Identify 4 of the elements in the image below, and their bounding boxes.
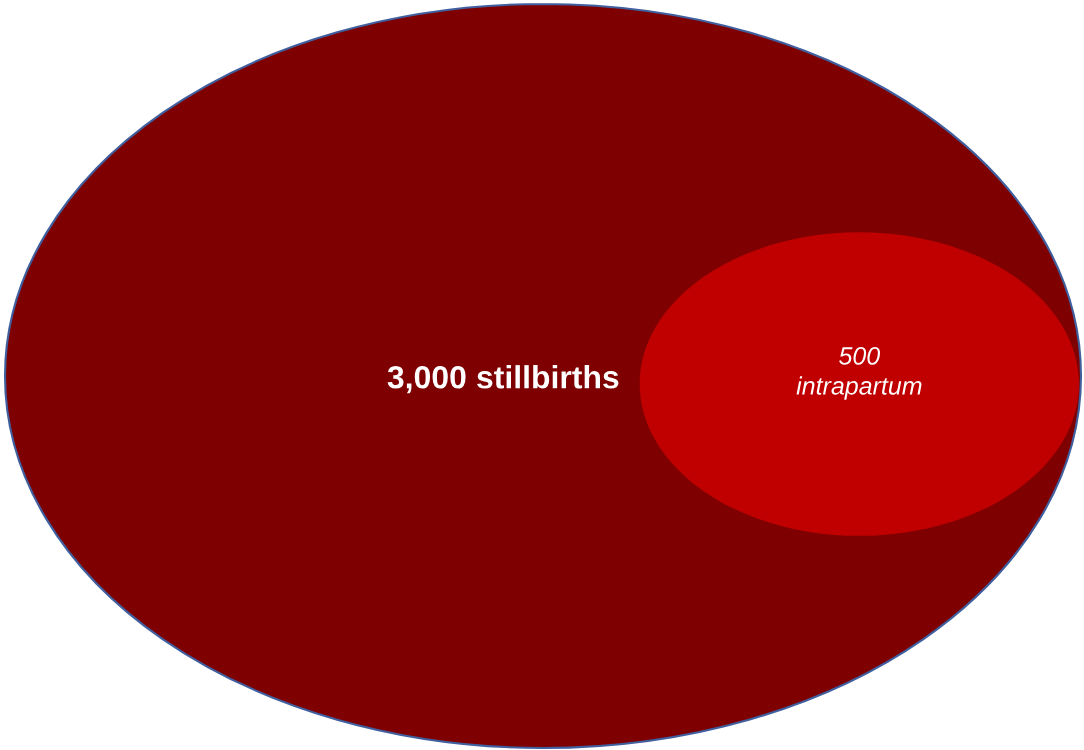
data-label: 3,000: [387, 365, 466, 394]
category-label: intrapartum: [796, 376, 922, 400]
category-label: stillbirths: [477, 365, 619, 389]
data-label: 500: [839, 347, 881, 365]
